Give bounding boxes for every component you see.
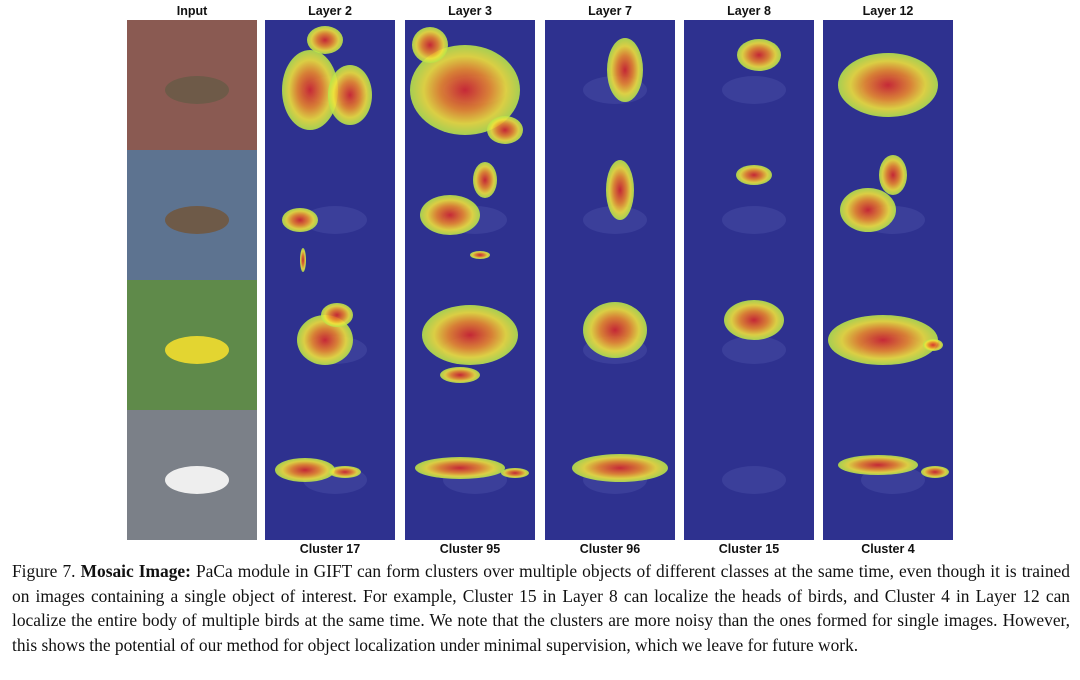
heat-blob [297,315,353,365]
column-header: Layer 2 [308,4,352,18]
caption-bold: Mosaic Image: [80,561,191,581]
image-cell [823,150,953,280]
cluster-label: Cluster 17 [300,542,360,556]
image-cell [405,150,535,280]
heat-blob [838,53,938,117]
heat-blob [879,155,907,195]
heat-blob [282,208,318,232]
bird-silhouette [165,336,229,364]
heat-blob [473,162,497,198]
heat-blob [724,300,784,340]
heat-blob [583,302,647,358]
column-header: Layer 7 [588,4,632,18]
image-cell [545,410,675,540]
heat-blob [501,468,529,478]
image-cell [405,280,535,410]
image-cell [684,410,814,540]
image-cell [545,150,675,280]
figure: Input Layer 2 Layer 3 Layer 7 Layer 8 Layer 1… [127,4,953,556]
heat-blob [415,457,505,479]
bird-silhouette [583,206,647,234]
caption: Figure 7. Mosaic Image: PaCa module in G… [12,559,1070,657]
heat-blob [828,315,938,365]
heat-blob [307,26,343,54]
bird-silhouette [722,466,786,494]
image-cell [127,410,257,540]
heat-blob [921,466,949,478]
heat-blob [840,188,896,232]
image-cell [127,20,257,150]
heat-blob [736,165,772,185]
image-cell [545,20,675,150]
bird-silhouette [722,206,786,234]
image-cell [545,280,675,410]
bird-silhouette [722,336,786,364]
bird-silhouette [165,206,229,234]
image-cell [684,150,814,280]
image-cell [265,410,395,540]
column-header: Layer 12 [863,4,914,18]
column-header: Input [177,4,208,18]
heat-blob [328,65,372,125]
cluster-label: Cluster 4 [861,542,915,556]
image-cell [684,280,814,410]
heat-blob [275,458,335,482]
image-cell [823,410,953,540]
heat-blob [470,251,490,259]
caption-text: PaCa module in GIFT can form clusters ov… [12,561,1070,655]
cluster-label: Cluster 96 [580,542,640,556]
column-header: Layer 8 [727,4,771,18]
bird-silhouette [722,76,786,104]
image-cell [265,150,395,280]
image-cell [127,280,257,410]
heat-blob [606,160,634,220]
column-header: Layer 3 [448,4,492,18]
heat-blob [607,38,643,102]
image-cell [823,20,953,150]
heat-blob [422,305,518,365]
heat-blob [329,466,361,478]
image-cell [265,280,395,410]
heat-blob [838,455,918,475]
heat-blob [410,45,520,135]
cluster-label: Cluster 15 [719,542,779,556]
cluster-label: Cluster 95 [440,542,500,556]
heat-blob [487,116,523,144]
heat-blob [923,339,943,351]
bird-silhouette [165,76,229,104]
image-cell [265,20,395,150]
image-cell [405,20,535,150]
heat-blob [412,27,448,63]
image-cell [823,280,953,410]
bird-silhouette [165,466,229,494]
heat-blob [300,248,306,272]
image-cell [405,410,535,540]
image-cell [684,20,814,150]
caption-label: Figure 7. [12,561,76,581]
heat-blob [572,454,668,482]
heat-blob [321,303,353,327]
heat-blob [420,195,480,235]
heat-blob [737,39,781,71]
bird-silhouette [303,206,367,234]
heat-blob [282,50,338,130]
heat-blob [440,367,480,383]
image-cell [127,150,257,280]
